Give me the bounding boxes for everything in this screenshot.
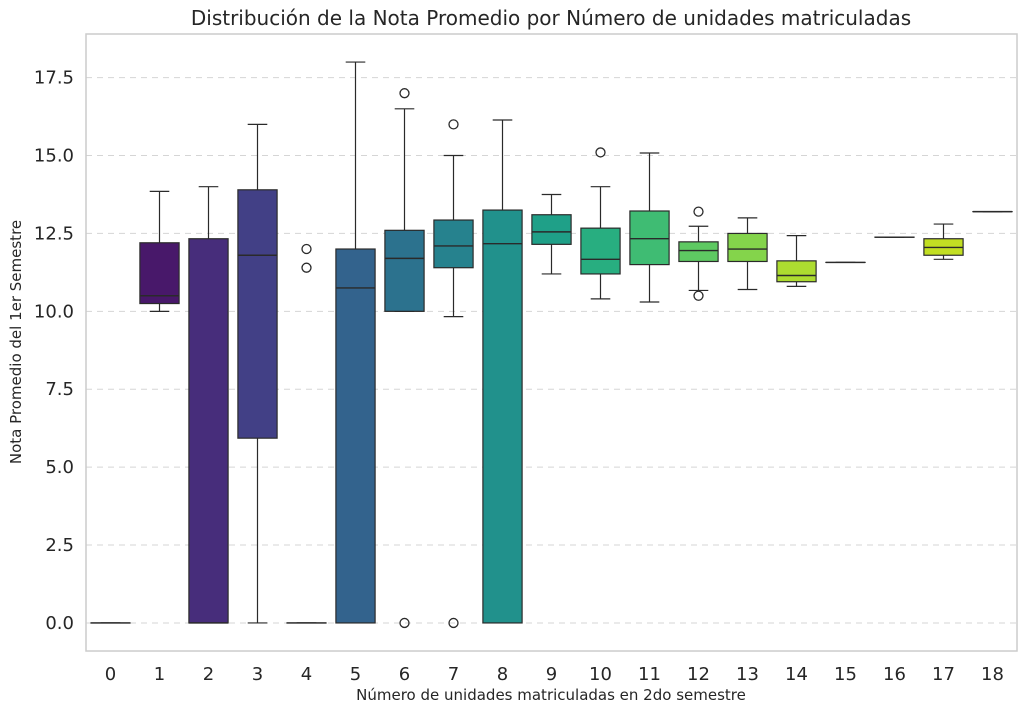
outlier-point — [399, 88, 410, 99]
box-series — [90, 61, 1013, 629]
chart-title: Distribución de la Nota Promedio por Núm… — [191, 6, 911, 30]
box-5 — [335, 61, 376, 624]
x-tick-label: 15 — [834, 664, 857, 685]
x-tick-label: 5 — [350, 664, 361, 685]
box-body — [384, 229, 425, 312]
plot-frame — [85, 33, 1018, 652]
x-tick-label: 13 — [736, 664, 759, 685]
box-body — [433, 219, 474, 269]
x-tick-labels: 0 1 2 3 4 5 6 7 8 9 10 11 12 13 14 15 16 17 18 — [105, 664, 1004, 685]
y-tick-label: 0.0 — [45, 613, 74, 634]
y-tick-label: 7.5 — [45, 379, 74, 400]
x-tick-label: 0 — [105, 664, 116, 685]
x-tick-label: 4 — [301, 664, 312, 685]
x-tick-label: 12 — [687, 664, 710, 685]
box-9 — [531, 193, 572, 275]
x-tick-label: 3 — [252, 664, 263, 685]
outlier-point — [693, 290, 704, 301]
box-2 — [188, 186, 229, 624]
box-3 — [237, 123, 278, 624]
box-11 — [629, 152, 670, 303]
outlier-point — [399, 617, 410, 629]
outlier-point — [693, 206, 704, 217]
x-tick-label: 10 — [589, 664, 612, 685]
outlier-point — [448, 119, 459, 130]
y-tick-label: 17.5 — [34, 68, 74, 89]
x-tick-label: 9 — [546, 664, 557, 685]
y-tick-label: 10.0 — [34, 301, 74, 322]
box-body — [188, 238, 229, 624]
y-axis-title: Nota Promedio del 1er Semestre — [7, 220, 25, 464]
y-tick-label: 5.0 — [45, 457, 74, 478]
y-tick-labels: 0.0 2.5 5.0 7.5 10.0 12.5 15.0 17.5 — [34, 68, 74, 634]
x-tick-label: 2 — [203, 664, 214, 685]
box-1 — [139, 190, 180, 312]
box-body — [580, 227, 621, 275]
outlier-point — [301, 243, 312, 255]
box-body — [776, 260, 817, 283]
x-axis-title: Número de unidades matriculadas en 2do s… — [356, 686, 746, 704]
outlier-point — [301, 262, 312, 273]
x-tick-label: 6 — [399, 664, 410, 685]
y-tick-label: 15.0 — [34, 146, 74, 167]
box-7 — [433, 119, 474, 629]
box-4 — [286, 243, 327, 624]
box-body — [335, 248, 376, 624]
x-tick-label: 16 — [883, 664, 906, 685]
box-body — [237, 189, 278, 439]
box-body — [629, 210, 670, 266]
box-17 — [923, 223, 964, 260]
box-13 — [727, 217, 768, 291]
x-tick-label: 11 — [638, 664, 661, 685]
box-6 — [384, 88, 425, 629]
box-body — [727, 232, 768, 263]
box-14 — [776, 235, 817, 288]
box-body — [531, 214, 572, 245]
box-body — [678, 241, 719, 263]
outlier-point — [595, 147, 606, 158]
x-tick-label: 7 — [448, 664, 459, 685]
box-8 — [482, 119, 523, 624]
x-tick-label: 8 — [497, 664, 508, 685]
outlier-point — [448, 617, 459, 629]
y-tick-label: 2.5 — [45, 535, 74, 556]
box-body — [482, 209, 523, 624]
y-tick-label: 12.5 — [34, 223, 74, 244]
x-tick-label: 1 — [154, 664, 165, 685]
x-tick-label: 17 — [932, 664, 955, 685]
box-10 — [580, 147, 621, 300]
box-body — [139, 242, 180, 305]
box-12 — [678, 206, 719, 301]
x-tick-label: 18 — [981, 664, 1004, 685]
x-tick-label: 14 — [785, 664, 808, 685]
